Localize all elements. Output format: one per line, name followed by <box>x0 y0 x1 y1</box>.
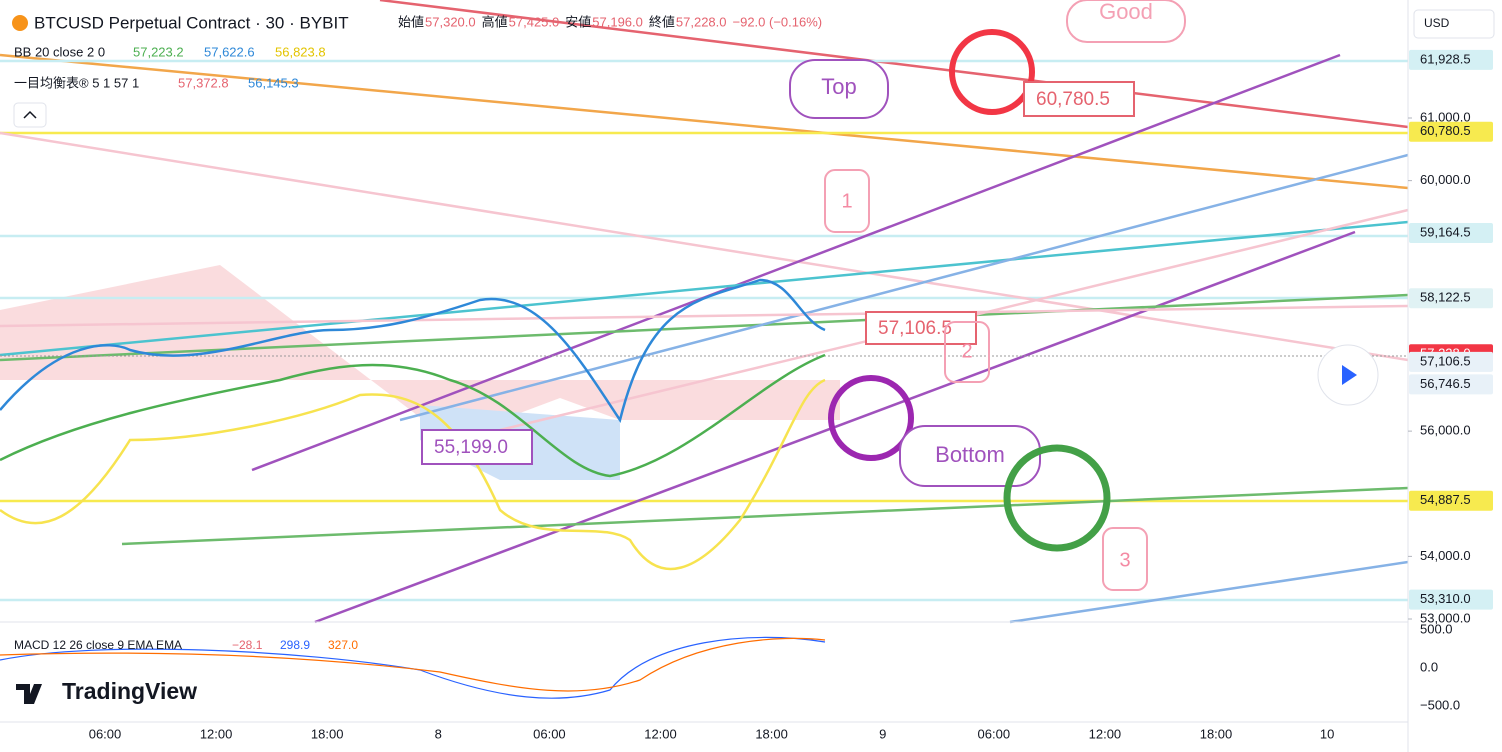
ohlc-value: 57,228.0 <box>676 14 727 29</box>
label-text: 1 <box>841 190 852 212</box>
price-callout: 60,780.5 <box>1036 89 1110 110</box>
price-tag-label: 58,122.5 <box>1420 290 1471 305</box>
indicator-value: 57,223.2 <box>133 44 184 59</box>
price-tag <box>1409 374 1493 395</box>
time-label: 9 <box>879 726 886 741</box>
macd-value: 327.0 <box>328 638 358 652</box>
time-label: 8 <box>435 726 442 741</box>
time-label: 06:00 <box>978 726 1011 741</box>
ohlc-value: 57,320.0 <box>425 14 476 29</box>
label-text: 3 <box>1119 549 1130 571</box>
price-change: −92.0 (−0.16%) <box>733 14 823 29</box>
collapse-icon <box>23 110 37 119</box>
logo-icon <box>16 684 42 704</box>
ohlc-value: 57,196.0 <box>592 14 643 29</box>
neutral-face <box>828 375 914 461</box>
price-tag-label: 53,310.0 <box>1420 591 1471 606</box>
time-label: 18:00 <box>311 726 344 741</box>
macd-name: MACD 12 26 close 9 EMA EMA <box>14 638 182 652</box>
smiley <box>949 29 1035 115</box>
indicator-value: 57,622.6 <box>204 44 255 59</box>
ohlc-label: 始値 <box>398 14 424 29</box>
macd-tick-label: −500.0 <box>1420 697 1460 712</box>
price-tick-label: 61,000.0 <box>1420 109 1471 124</box>
play-icon <box>1342 365 1357 385</box>
time-label: 12:00 <box>644 726 677 741</box>
currency-button[interactable] <box>1413 9 1495 39</box>
annotations: Good Top 1 60,780.5 57,106.5 2 55,199.0 … <box>421 0 1186 591</box>
ohlc-label: 安値 <box>565 14 591 29</box>
time-label: 12:00 <box>1089 726 1122 741</box>
price-tag <box>1409 351 1493 372</box>
price-callout: 55,199.0 <box>434 437 508 458</box>
label-text: 2 <box>961 340 972 362</box>
ohlc-label: 終値 <box>649 14 675 29</box>
collapse-button[interactable] <box>13 102 47 128</box>
callout-text: Bottom <box>935 442 1005 467</box>
price-tag <box>1409 222 1493 243</box>
price-tag-label: 57,106.5 <box>1420 353 1471 368</box>
price-tick-label: 53,000.0 <box>1420 610 1471 625</box>
currency: USD <box>1424 16 1450 30</box>
price-tag-label: 60,780.5 <box>1420 123 1471 138</box>
price-tag <box>1409 49 1493 70</box>
macd-pane <box>0 636 826 699</box>
price-tag <box>1409 589 1493 610</box>
price-tag <box>1409 490 1493 511</box>
callout-text: Good <box>1099 0 1153 24</box>
ohlc-value: 57,425.0 <box>509 14 560 29</box>
indicator-name: 一目均衡表® 5 1 57 1 <box>14 75 139 90</box>
price-tag-label: 61,928.5 <box>1420 51 1471 66</box>
indicator-value: 56,823.8 <box>275 44 326 59</box>
coin-icon <box>12 15 28 31</box>
macd-value: 298.9 <box>280 638 310 652</box>
indicator-value: 57,372.8 <box>178 75 229 90</box>
logo: TradingView <box>62 678 197 704</box>
price-tick-label: 60,000.0 <box>1420 172 1471 187</box>
price-tag-label: 59,164.5 <box>1420 224 1471 239</box>
time-label: 06:00 <box>533 726 566 741</box>
indicator-name: BB 20 close 2 0 <box>14 44 105 59</box>
symbol-title: BTCUSD Perpetual Contract · 30 · BYBIT <box>34 13 349 32</box>
sad-face <box>1003 444 1111 552</box>
price-tag-label: 54,887.5 <box>1420 492 1471 507</box>
price-tag <box>1409 288 1493 309</box>
ohlc-label: 高値 <box>482 14 508 29</box>
header: BTCUSD Perpetual Contract · 30 · BYBIT <box>12 13 349 32</box>
time-label: 10 <box>1320 726 1334 741</box>
macd-tick-label: 500.0 <box>1420 621 1453 636</box>
callout-text: Top <box>821 74 856 99</box>
ohlc: 始値 57,320.0 高値 57,425.0 安値 57,196.0 終値 57,228.0… <box>398 14 822 29</box>
price-tag <box>1409 121 1493 142</box>
indicator-value: 56,145.3 <box>248 75 299 90</box>
price-callout: 57,106.5 <box>878 318 952 339</box>
time-label: 18:00 <box>1200 726 1233 741</box>
price-tick-label: 54,000.0 <box>1420 548 1471 563</box>
price-tick-label: 56,000.0 <box>1420 423 1471 438</box>
time-label: 12:00 <box>200 726 233 741</box>
time-label: 18:00 <box>755 726 788 741</box>
macd-tick-label: 0.0 <box>1420 659 1438 674</box>
time-label: 06:00 <box>89 726 122 741</box>
macd-value: −28.1 <box>232 638 263 652</box>
price-tag-label: 56,746.5 <box>1420 376 1471 391</box>
